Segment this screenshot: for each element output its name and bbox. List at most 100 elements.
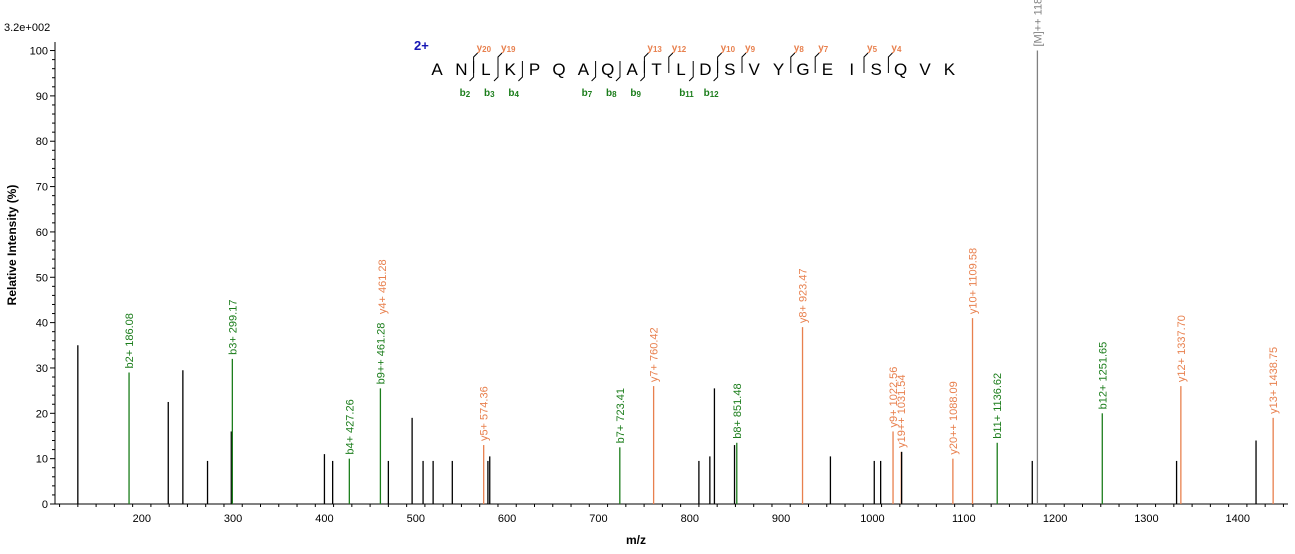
- x-tick-label: 500: [407, 513, 425, 525]
- y-ion-bracket: [887, 52, 893, 73]
- sequence-residue: V: [919, 60, 931, 79]
- x-tick-label: 400: [315, 513, 333, 525]
- y-ion-bracket: [814, 52, 820, 73]
- peak-label-y: y19++ 1031.54: [896, 374, 908, 447]
- b-ion-bracket: [493, 61, 499, 82]
- x-tick-label: 1200: [1043, 513, 1067, 525]
- x-tick-label: 200: [133, 513, 151, 525]
- y-ion-label: y20: [477, 43, 492, 54]
- y-ion-bracket: [790, 52, 796, 73]
- b-ion-bracket: [469, 61, 475, 82]
- sequence-residue: I: [849, 60, 854, 79]
- y-ion-label: y7: [818, 43, 829, 54]
- peak-labels-layer: b2+ 186.08 b3+ 299.17 b4+ 427.26 b9++ 461.2…: [124, 0, 1280, 455]
- y-ion-bracket: [668, 52, 674, 73]
- peak-label-b: b3+ 299.17: [227, 300, 239, 355]
- peak-label-b: b2+ 186.08: [124, 313, 136, 368]
- peak-label-y: y12+ 1337.70: [1176, 315, 1188, 382]
- y-ion-label: y12: [672, 43, 687, 54]
- x-axis-title: m/z: [626, 533, 646, 547]
- peak-label-y: y20++ 1088.09: [948, 381, 960, 454]
- peak-label-y: y7+ 760.42: [649, 327, 661, 382]
- sequence-residue: L: [481, 60, 490, 79]
- sequence-residue: D: [699, 60, 711, 79]
- b-ion-label: b7: [582, 88, 593, 99]
- sequence-residue: Y: [773, 60, 784, 79]
- x-tick-label: 1300: [1134, 513, 1158, 525]
- y-tick-label: 50: [36, 272, 48, 284]
- b-ion-bracket: [640, 61, 645, 82]
- x-tick-label: 800: [681, 513, 699, 525]
- peak-label-y: y8+ 923.47: [798, 268, 810, 323]
- y-tick-label: 100: [30, 46, 48, 58]
- sequence-residue: S: [724, 60, 735, 79]
- x-tick-label: 1000: [860, 513, 884, 525]
- y-tick-label: 90: [36, 91, 48, 103]
- b-ion-bracket: [591, 61, 597, 82]
- peak-label-b: b9++ 461.28: [375, 323, 387, 385]
- b-ion-bracket: [518, 61, 523, 82]
- sequence-residue: S: [871, 60, 882, 79]
- y-axis-title: Relative Intensity (%): [5, 185, 19, 306]
- peak-label-y: y9+ 1022.56: [888, 367, 900, 428]
- y-ion-label: y9: [745, 43, 756, 54]
- b-ion-bracket: [688, 61, 694, 82]
- sequence-residue: P: [529, 60, 540, 79]
- y-tick-label: 80: [36, 136, 48, 148]
- y-ion-label: y8: [794, 43, 805, 54]
- sequence-residue: K: [944, 60, 956, 79]
- y-ion-bracket: [717, 52, 722, 73]
- axes: 0 10 20 30 40 50 60 70 80 90 100 200 300 400 500 600 700…: [30, 42, 1288, 525]
- peak-label-y: y13+ 1438.75: [1268, 347, 1280, 414]
- y-ion-bracket: [863, 52, 869, 73]
- y-ion-bracket: [473, 52, 478, 73]
- peak-label-y: y5+ 574.36: [479, 386, 491, 441]
- y-tick-label: 10: [36, 454, 48, 466]
- peak-label-b: b11+ 1136.62: [992, 373, 1004, 439]
- x-tick-label: 300: [224, 513, 242, 525]
- x-tick-label: 900: [772, 513, 790, 525]
- sequence-residue: Q: [894, 60, 907, 79]
- y-ion-label: y5: [867, 43, 878, 54]
- b-ion-label: b8: [606, 88, 617, 99]
- sequence-residue: A: [431, 60, 443, 79]
- sequence-residue: A: [578, 60, 590, 79]
- x-tick-label: 1400: [1226, 513, 1250, 525]
- b-ion-label: b4: [508, 88, 519, 99]
- sequence-residue: G: [796, 60, 809, 79]
- y-ion-bracket: [741, 52, 747, 73]
- b-ion-bracket: [615, 61, 621, 82]
- b-ion-label: b12: [704, 88, 720, 99]
- charge-state: 2+: [414, 38, 429, 53]
- y-tick-label: 70: [36, 182, 48, 194]
- y-ion-label: y19: [501, 43, 516, 54]
- sequence-residue: L: [676, 60, 685, 79]
- peak-label-b: b4+ 427.26: [344, 399, 356, 454]
- y-tick-label: 0: [42, 499, 48, 511]
- y-ion-label: y4: [891, 43, 902, 54]
- sequence-residue: N: [455, 60, 467, 79]
- peak-label-b: b8+ 851.48: [732, 383, 744, 438]
- y-ion-bracket: [497, 52, 503, 73]
- sequence-residue: T: [651, 60, 661, 79]
- max-intensity-label: 3.2e+002: [4, 22, 50, 34]
- y-ion-label: y13: [647, 43, 662, 54]
- y-tick-label: 60: [36, 227, 48, 239]
- b-ion-label: b11: [679, 88, 694, 99]
- sequence-residue: K: [505, 60, 517, 79]
- peak-label-y: y4+ 461.28: [377, 259, 389, 314]
- y-tick-label: 30: [36, 363, 48, 375]
- peak-label-b: b12+ 1251.65: [1097, 342, 1109, 410]
- b-ion-label: b9: [630, 88, 641, 99]
- x-tick-label: 1100: [952, 513, 976, 525]
- b-ion-label: b2: [460, 88, 471, 99]
- sequence-residue: Q: [601, 60, 614, 79]
- x-tick-label: 600: [498, 513, 516, 525]
- y-ion-label: y10: [721, 43, 736, 54]
- b-ion-bracket: [713, 61, 719, 82]
- sequence-residue: E: [822, 60, 833, 79]
- y-tick-label: 20: [36, 408, 48, 420]
- sequence-residue: Q: [552, 60, 565, 79]
